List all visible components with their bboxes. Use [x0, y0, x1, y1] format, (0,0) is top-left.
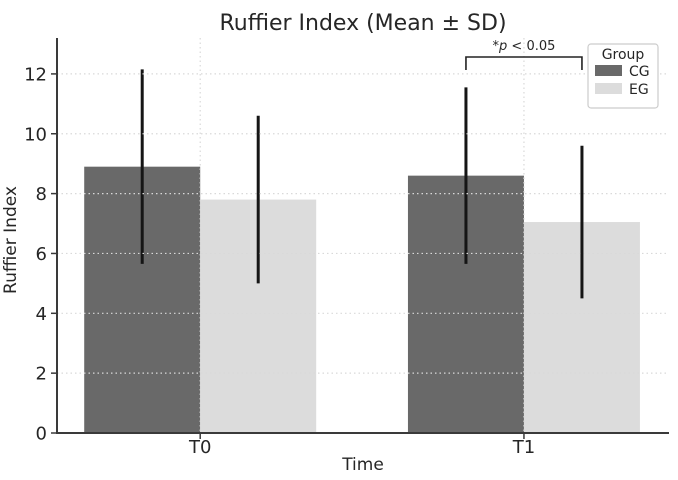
significance-label: *p < 0.05 — [493, 39, 556, 54]
legend-swatch-CG — [595, 65, 622, 76]
x-tick-label-T0: T0 — [188, 437, 211, 458]
y-tick-label: 10 — [24, 124, 47, 145]
legend-label-CG: CG — [629, 64, 650, 80]
x-tick-label-T1: T1 — [512, 437, 535, 458]
y-tick-label: 12 — [24, 64, 47, 85]
x-axis-label: Time — [341, 455, 384, 475]
chart-title: Ruffier Index (Mean ± SD) — [219, 11, 506, 36]
legend-label-EG: EG — [629, 82, 649, 98]
y-tick-label: 2 — [36, 364, 47, 385]
y-tick-label: 4 — [36, 304, 47, 325]
legend-title: Group — [602, 47, 645, 63]
y-tick-label: 0 — [36, 424, 47, 445]
y-axis-label: Ruffier Index — [1, 186, 21, 294]
y-tick-label: 8 — [36, 184, 47, 205]
y-tick-label: 6 — [36, 244, 47, 265]
significance-bracket — [465, 56, 583, 70]
legend-swatch-EG — [595, 83, 622, 94]
